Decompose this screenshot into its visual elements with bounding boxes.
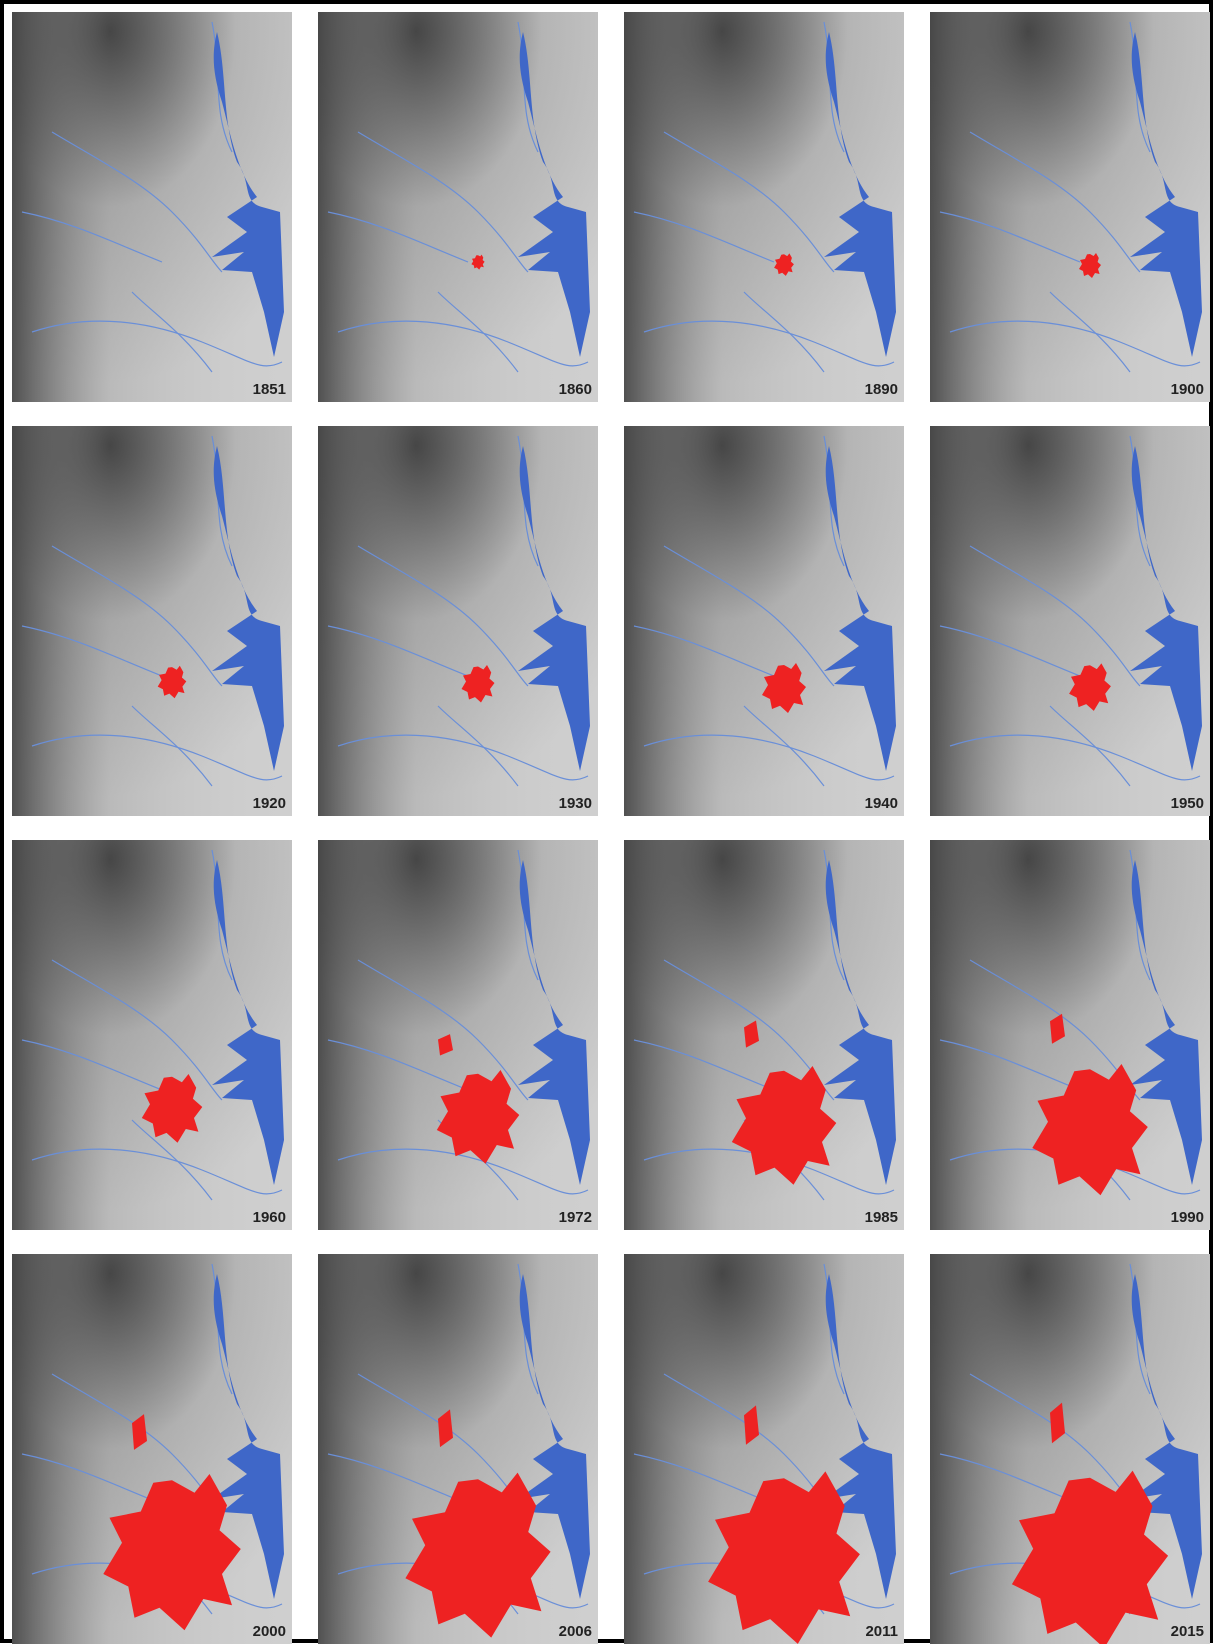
year-label: 1900 bbox=[1171, 381, 1204, 398]
year-label: 1890 bbox=[865, 381, 898, 398]
figure-frame: 1851 1860 1890 1900 1920 1930 1940 1950 1960 1972… bbox=[0, 0, 1213, 1643]
map-panel: 1920 bbox=[12, 426, 292, 816]
year-label: 2015 bbox=[1171, 1623, 1204, 1640]
map-panel: 1930 bbox=[318, 426, 598, 816]
year-label: 1972 bbox=[559, 1209, 592, 1226]
map-panel: 1950 bbox=[930, 426, 1210, 816]
map-panel: 2015 bbox=[930, 1254, 1210, 1644]
year-label: 1950 bbox=[1171, 795, 1204, 812]
year-label: 2011 bbox=[865, 1623, 898, 1640]
map-panel: 2000 bbox=[12, 1254, 292, 1644]
map-panel: 2011 bbox=[624, 1254, 904, 1644]
year-label: 2000 bbox=[253, 1623, 286, 1640]
map-panel: 2006 bbox=[318, 1254, 598, 1644]
map-panel: 1985 bbox=[624, 840, 904, 1230]
year-label: 1960 bbox=[253, 1209, 286, 1226]
map-panel: 1972 bbox=[318, 840, 598, 1230]
map-panel: 1940 bbox=[624, 426, 904, 816]
map-panel: 1890 bbox=[624, 12, 904, 402]
year-label: 1851 bbox=[253, 381, 286, 398]
year-label: 1990 bbox=[1171, 1209, 1204, 1226]
year-label: 1940 bbox=[865, 795, 898, 812]
map-panel: 1860 bbox=[318, 12, 598, 402]
year-label: 1985 bbox=[865, 1209, 898, 1226]
year-label: 1860 bbox=[559, 381, 592, 398]
map-panel: 1960 bbox=[12, 840, 292, 1230]
map-panel: 1900 bbox=[930, 12, 1210, 402]
map-panel: 1990 bbox=[930, 840, 1210, 1230]
map-panel: 1851 bbox=[12, 12, 292, 402]
panel-grid: 1851 1860 1890 1900 1920 1930 1940 1950 1960 1972… bbox=[12, 12, 1210, 1644]
year-label: 1920 bbox=[253, 795, 286, 812]
year-label: 1930 bbox=[559, 795, 592, 812]
year-label: 2006 bbox=[559, 1623, 592, 1640]
